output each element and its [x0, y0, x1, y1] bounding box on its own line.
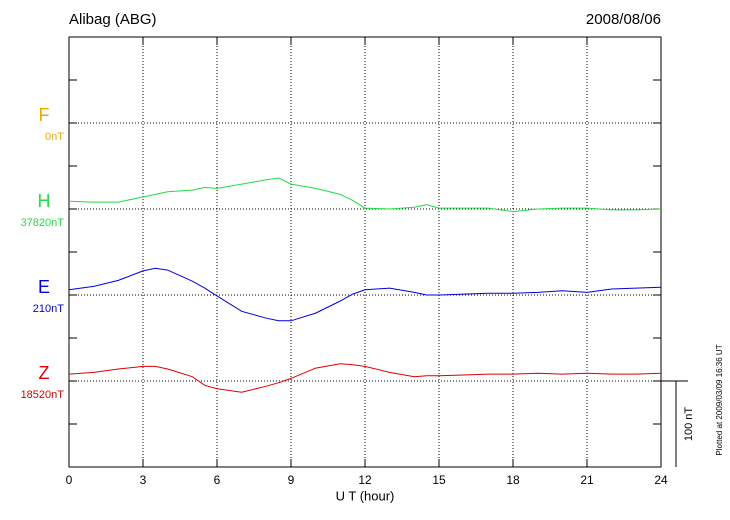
data-line — [68, 177, 662, 213]
legend-label: F — [39, 105, 50, 125]
x-tick-label: 12 — [358, 473, 372, 487]
x-tick-label: 6 — [214, 473, 221, 487]
legend-label: H — [38, 191, 51, 211]
x-tick-label: 0 — [66, 473, 73, 487]
legend-label: Z — [39, 363, 50, 383]
x-axis-label: U T (hour) — [336, 488, 395, 503]
x-tick-label: 21 — [580, 473, 594, 487]
x-tick-label: 18 — [506, 473, 520, 487]
x-tick-label: 9 — [288, 473, 295, 487]
baseline-label: 210nT — [33, 303, 64, 315]
footnote: Plotted at 2009/03/09 16:36 UT — [715, 344, 724, 455]
baseline-label: 18520nT — [21, 389, 65, 401]
scale-label: 100 nT — [683, 407, 695, 442]
x-tick-label: 3 — [140, 473, 147, 487]
baseline-label: 0nT — [45, 131, 64, 143]
baseline-label: 37820nT — [21, 217, 65, 229]
x-tick-label: 15 — [432, 473, 446, 487]
date: 2008/08/06 — [586, 11, 661, 28]
chart-title: Alibag (ABG) — [69, 11, 157, 28]
data-line — [68, 267, 662, 322]
x-tick-label: 24 — [654, 473, 668, 487]
data-line — [68, 363, 662, 393]
legend-label: E — [38, 277, 50, 297]
